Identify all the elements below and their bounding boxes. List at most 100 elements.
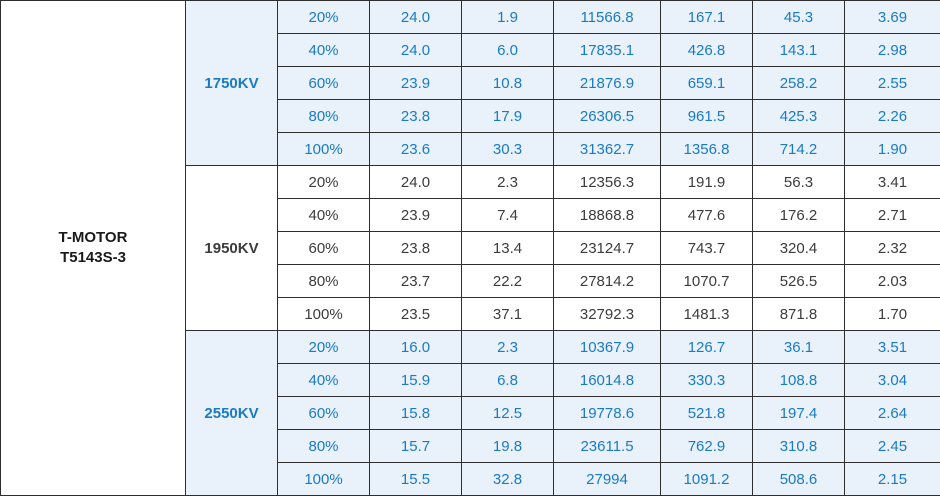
data-cell: 12356.3	[553, 165, 661, 199]
data-cell: 961.5	[660, 99, 753, 133]
data-cell: 3.41	[844, 165, 940, 199]
data-cell: 80%	[277, 429, 370, 463]
data-cell: 310.8	[752, 429, 845, 463]
data-cell: 2.45	[844, 429, 940, 463]
data-cell: 60%	[277, 396, 370, 430]
table-row: 60% 23.9 10.8 21876.9 659.1 258.2 2.55	[1, 66, 940, 100]
data-cell: 23124.7	[553, 231, 661, 265]
data-cell: 19778.6	[553, 396, 661, 430]
motor-brand-label: T-MOTOR	[58, 229, 128, 246]
data-cell: 40%	[277, 198, 370, 232]
data-cell: 2.98	[844, 33, 940, 67]
data-cell: 714.2	[752, 132, 845, 166]
data-cell: 17.9	[461, 99, 554, 133]
data-cell: 2.03	[844, 264, 940, 298]
table-row: 2550KV 20% 16.0 2.3 10367.9 126.7 36.1 3.51	[1, 330, 940, 496]
data-cell: 23.8	[369, 231, 462, 265]
data-cell: 26306.5	[553, 99, 661, 133]
data-cell: 1.90	[844, 132, 940, 166]
kv-rating-cell: 2550KV	[185, 330, 278, 496]
motor-model-cell: T-MOTOR T5143S-3	[0, 0, 186, 496]
data-cell: 23.5	[369, 297, 462, 331]
data-cell: 15.7	[369, 429, 462, 463]
data-cell: 3.69	[844, 0, 940, 34]
data-cell: 2.32	[844, 231, 940, 265]
data-cell: 23611.5	[553, 429, 661, 463]
data-cell: 32.8	[461, 462, 554, 496]
data-cell: 2.55	[844, 66, 940, 100]
data-cell: 15.5	[369, 462, 462, 496]
data-cell: 60%	[277, 66, 370, 100]
data-cell: 320.4	[752, 231, 845, 265]
data-cell: 11566.8	[553, 0, 661, 34]
table-row: 1950KV 20% 24.0 2.3 12356.3 191.9 56.3 3.41	[1, 165, 940, 331]
data-cell: 6.8	[461, 363, 554, 397]
data-cell: 2.15	[844, 462, 940, 496]
data-cell: 143.1	[752, 33, 845, 67]
data-cell: 425.3	[752, 99, 845, 133]
data-cell: 197.4	[752, 396, 845, 430]
data-cell: 40%	[277, 363, 370, 397]
data-cell: 23.7	[369, 264, 462, 298]
motor-model-label: T5143S-3	[60, 249, 126, 266]
data-cell: 17835.1	[553, 33, 661, 67]
data-cell: 60%	[277, 231, 370, 265]
data-cell: 477.6	[660, 198, 753, 232]
data-cell: 426.8	[660, 33, 753, 67]
data-cell: 15.9	[369, 363, 462, 397]
data-cell: 56.3	[752, 165, 845, 199]
data-cell: 23.9	[369, 66, 462, 100]
data-cell: 191.9	[660, 165, 753, 199]
data-cell: 24.0	[369, 33, 462, 67]
data-cell: 37.1	[461, 297, 554, 331]
data-cell: 100%	[277, 462, 370, 496]
kv-rating-cell: 1950KV	[185, 165, 278, 331]
data-cell: 10367.9	[553, 330, 661, 364]
data-cell: 16014.8	[553, 363, 661, 397]
data-cell: 521.8	[660, 396, 753, 430]
data-cell: 30.3	[461, 132, 554, 166]
data-cell: 100%	[277, 132, 370, 166]
data-cell: 100%	[277, 297, 370, 331]
data-cell: 871.8	[752, 297, 845, 331]
kv-rating-cell: 1750KV	[185, 0, 278, 166]
table-row: 60% 15.8 12.5 19778.6 521.8 197.4 2.64	[1, 396, 940, 430]
table-row: 40% 15.9 6.8 16014.8 330.3 108.8 3.04	[1, 363, 940, 397]
data-cell: 24.0	[369, 165, 462, 199]
data-cell: 23.8	[369, 99, 462, 133]
data-cell: 23.9	[369, 198, 462, 232]
table-row: 40% 24.0 6.0 17835.1 426.8 143.1 2.98	[1, 33, 940, 67]
table-row: 100% 23.5 37.1 32792.3 1481.3 871.8 1.70	[1, 297, 940, 331]
data-cell: 20%	[277, 0, 370, 34]
table-row: 80% 15.7 19.8 23611.5 762.9 310.8 2.45	[1, 429, 940, 463]
data-cell: 2.3	[461, 330, 554, 364]
data-cell: 330.3	[660, 363, 753, 397]
data-cell: 80%	[277, 99, 370, 133]
data-cell: 2.64	[844, 396, 940, 430]
data-cell: 27994	[553, 462, 661, 496]
table-row: 100% 15.5 32.8 27994 1091.2 508.6 2.15	[1, 462, 940, 496]
data-cell: 45.3	[752, 0, 845, 34]
data-cell: 167.1	[660, 0, 753, 34]
data-cell: 126.7	[660, 330, 753, 364]
data-cell: 1091.2	[660, 462, 753, 496]
data-cell: 10.8	[461, 66, 554, 100]
data-cell: 21876.9	[553, 66, 661, 100]
data-cell: 31362.7	[553, 132, 661, 166]
data-cell: 20%	[277, 165, 370, 199]
data-cell: 24.0	[369, 0, 462, 34]
data-cell: 23.6	[369, 132, 462, 166]
data-cell: 32792.3	[553, 297, 661, 331]
data-cell: 1.9	[461, 0, 554, 34]
data-cell: 27814.2	[553, 264, 661, 298]
data-cell: 3.04	[844, 363, 940, 397]
data-cell: 108.8	[752, 363, 845, 397]
data-cell: 258.2	[752, 66, 845, 100]
data-cell: 176.2	[752, 198, 845, 232]
data-cell: 16.0	[369, 330, 462, 364]
data-cell: 526.5	[752, 264, 845, 298]
data-cell: 3.51	[844, 330, 940, 364]
